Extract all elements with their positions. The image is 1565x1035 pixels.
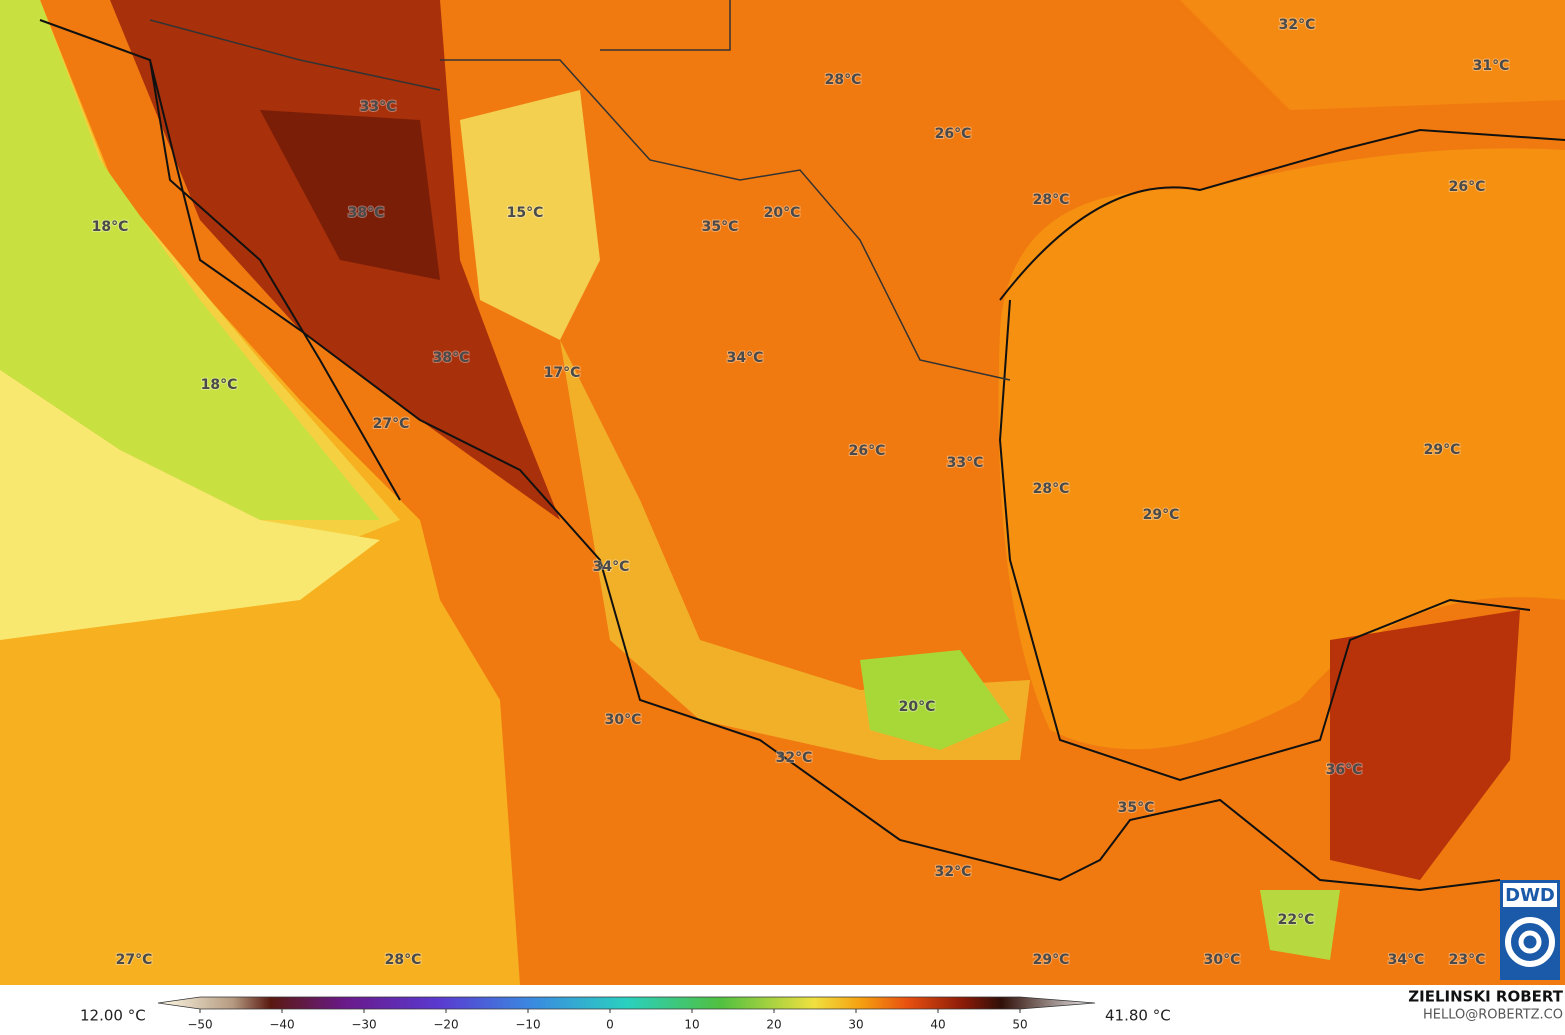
temperature-label: 34°C [593, 559, 630, 575]
temperature-label: 26°C [935, 126, 972, 142]
temperature-label: 28°C [385, 952, 422, 968]
temperature-label: 20°C [899, 699, 936, 715]
temperature-label: 32°C [1279, 17, 1316, 33]
colorbar: 12.00 °C 41.80 °C −50 −40 −30 −20 −10 0 10 20 30… [80, 996, 1171, 1032]
colorbar-tick-label: 0 [606, 1018, 614, 1032]
temperature-label: 26°C [849, 443, 886, 459]
temperature-label: 22°C [1278, 912, 1315, 928]
colorbar-tick-label: −10 [515, 1018, 540, 1032]
temperature-label: 32°C [776, 750, 813, 766]
logo-text: DWD [1505, 885, 1555, 906]
temperature-label: 38°C [433, 350, 470, 366]
temperature-label: 33°C [360, 99, 397, 115]
colorbar-min: 12.00 °C [80, 1007, 146, 1025]
dwd-logo: DWD [1500, 880, 1560, 980]
temperature-label: 28°C [1033, 481, 1070, 497]
colorbar-tick-label: −50 [187, 1018, 212, 1032]
temperature-label: 38°C [348, 205, 385, 221]
temperature-label: 29°C [1143, 507, 1180, 523]
temperature-label: 15°C [507, 205, 544, 221]
colorbar-tick-label: 30 [848, 1018, 863, 1032]
temperature-label: 32°C [935, 864, 972, 880]
colorbar-tick-label: −30 [351, 1018, 376, 1032]
temperature-label: 31°C [1473, 58, 1510, 74]
colorbar-tick-label: −40 [269, 1018, 294, 1032]
temperature-label: 30°C [1204, 952, 1241, 968]
temperature-label: 27°C [373, 416, 410, 432]
temperature-label: 34°C [1388, 952, 1425, 968]
colorbar-tick-label: 40 [930, 1018, 945, 1032]
temperature-label: 35°C [702, 219, 739, 235]
temperature-label: 28°C [1033, 192, 1070, 208]
colorbar-tick-label: −20 [433, 1018, 458, 1032]
temperature-label: 29°C [1424, 442, 1461, 458]
temperature-label: 26°C [1449, 179, 1486, 195]
temperature-label: 29°C [1033, 952, 1070, 968]
colorbar-max: 41.80 °C [1105, 1007, 1171, 1025]
temperature-label: 18°C [92, 219, 129, 235]
credit-name: ZIELINSKI ROBERT [1408, 988, 1563, 1006]
temperature-label: 36°C [1326, 762, 1363, 778]
temperature-label: 23°C [1449, 952, 1486, 968]
temperature-label: 33°C [947, 455, 984, 471]
colorbar-tick-label: 50 [1012, 1018, 1027, 1032]
colorbar-tick-label: 20 [766, 1018, 781, 1032]
temperature-label: 34°C [727, 350, 764, 366]
colorbar-tick-label: 10 [684, 1018, 699, 1032]
temperature-labels: 32°C 31°C 28°C 33°C 26°C 26°C 38°C 15°C 20°C 35°C… [91, 16, 1511, 969]
credit-email: HELLO@ROBERTZ.CO [1423, 1008, 1563, 1023]
temperature-label: 30°C [605, 712, 642, 728]
temperature-label: 28°C [825, 72, 862, 88]
temperature-label: 27°C [116, 952, 153, 968]
temperature-label: 20°C [764, 205, 801, 221]
temperature-label: 17°C [544, 365, 581, 381]
temperature-label: 35°C [1118, 800, 1155, 816]
map [0, 0, 1565, 985]
temperature-label: 18°C [201, 377, 238, 393]
